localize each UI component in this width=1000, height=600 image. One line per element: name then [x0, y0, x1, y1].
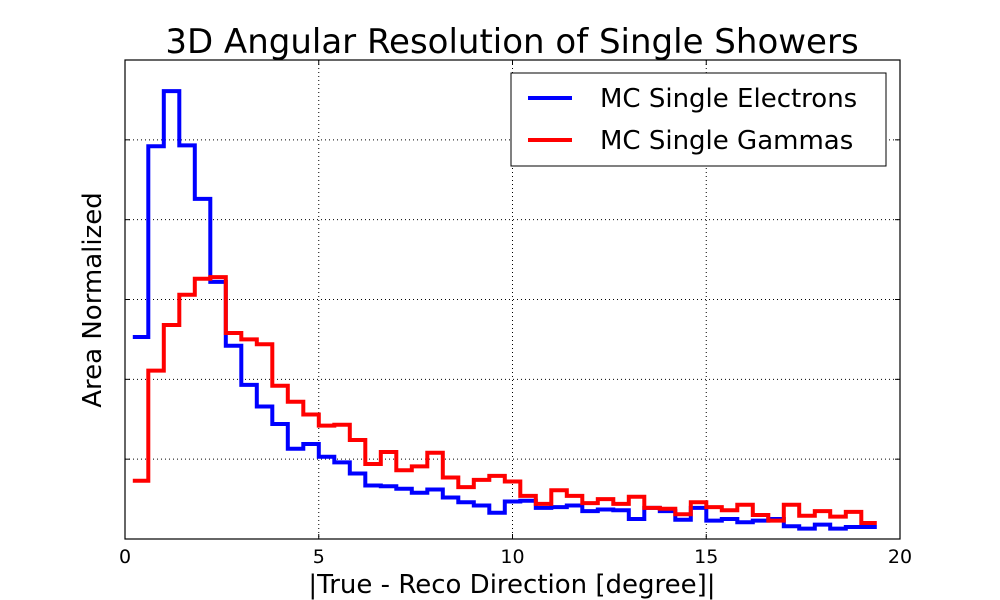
x-axis-label: |True - Reco Direction [degree]|	[308, 570, 715, 600]
y-axis-label: Area Normalized	[78, 192, 108, 408]
x-tick-label: 15	[694, 546, 718, 568]
legend-label: MC Single Electrons	[600, 84, 857, 114]
chart-title: 3D Angular Resolution of Single Showers	[165, 22, 858, 62]
x-tick-label: 0	[119, 546, 131, 568]
x-tick-label: 10	[500, 546, 524, 568]
legend: MC Single Electrons MC Single Gammas	[510, 72, 887, 167]
legend-box	[510, 72, 887, 167]
x-tick-label: 20	[888, 546, 912, 568]
legend-label: MC Single Gammas	[600, 126, 853, 156]
x-tick-label: 5	[313, 546, 325, 568]
series-line-electrons	[132, 89, 877, 531]
series-layer	[132, 89, 877, 531]
axis-ticks: 0 5 10 15 20	[119, 59, 912, 568]
series-line-gammas	[132, 275, 877, 525]
